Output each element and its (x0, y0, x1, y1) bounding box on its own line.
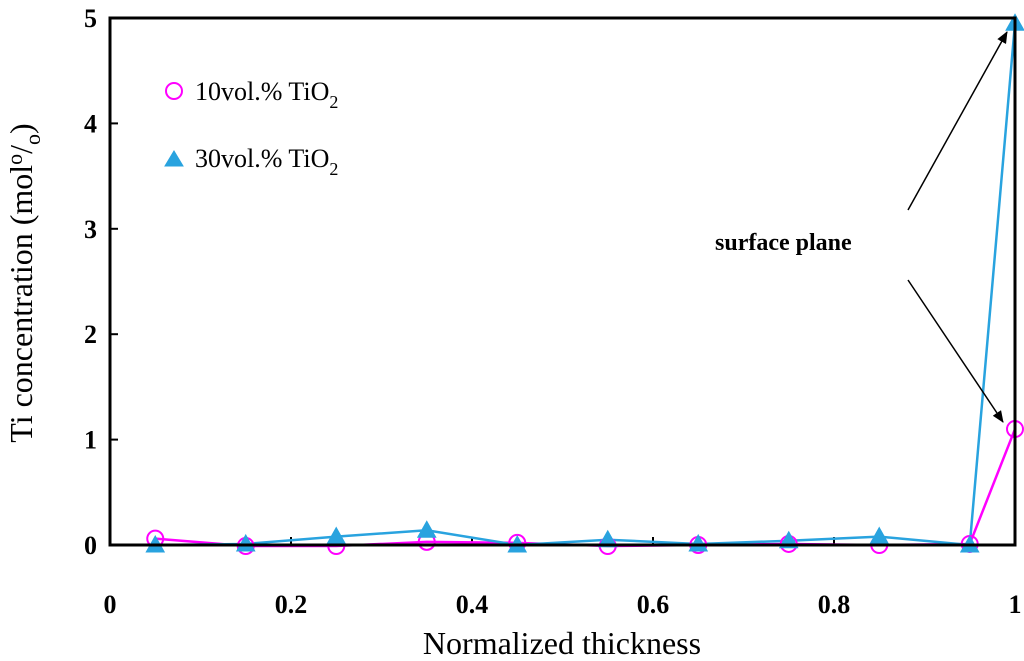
legend-label-10vol: 10vol.% TiO2 (195, 77, 338, 112)
annotation-label: surface plane (715, 230, 852, 256)
x-tick-label: 0.2 (275, 590, 308, 619)
data-point-30vol (869, 526, 890, 545)
data-point-30vol (416, 520, 437, 538)
y-tick-label: 3 (84, 215, 97, 244)
legend-marker-30vol (164, 150, 184, 167)
series-line-10vol (155, 428, 1017, 548)
y-tick-label: 2 (84, 320, 97, 349)
x-tick-label: 0.4 (456, 590, 489, 619)
legend-marker-10vol (165, 82, 183, 100)
x-axis: 0 0.2 0.4 0.6 0.8 1 (104, 537, 1022, 619)
y-axis: 0 1 2 3 4 5 (84, 4, 118, 560)
x-tick-label: 0.6 (637, 590, 670, 619)
legend-label-30vol: 30vol.% TiO2 (195, 144, 338, 179)
x-tick-label: 0.8 (818, 590, 851, 619)
y-tick-label: 5 (84, 4, 97, 33)
y-tick-label: 1 (84, 426, 97, 455)
data-point-30vol (688, 533, 709, 552)
annotation-arrow-top (907, 31, 1008, 211)
y-tick-label: 0 (84, 531, 97, 560)
x-axis-title: Normalized thickness (423, 625, 701, 661)
data-point-30vol (235, 533, 256, 552)
data-point-30vol (597, 529, 618, 548)
legend: 10vol.% TiO2 30vol.% TiO2 (164, 77, 338, 179)
y-axis-title: Ti concentration (molo/o) (2, 123, 45, 442)
annotation-arrow-bottom (907, 279, 1004, 423)
x-tick-label: 0 (104, 590, 117, 619)
y-tick-label: 4 (84, 109, 97, 138)
x-tick-label: 1 (1009, 590, 1022, 619)
plot-area (108, 16, 1017, 547)
